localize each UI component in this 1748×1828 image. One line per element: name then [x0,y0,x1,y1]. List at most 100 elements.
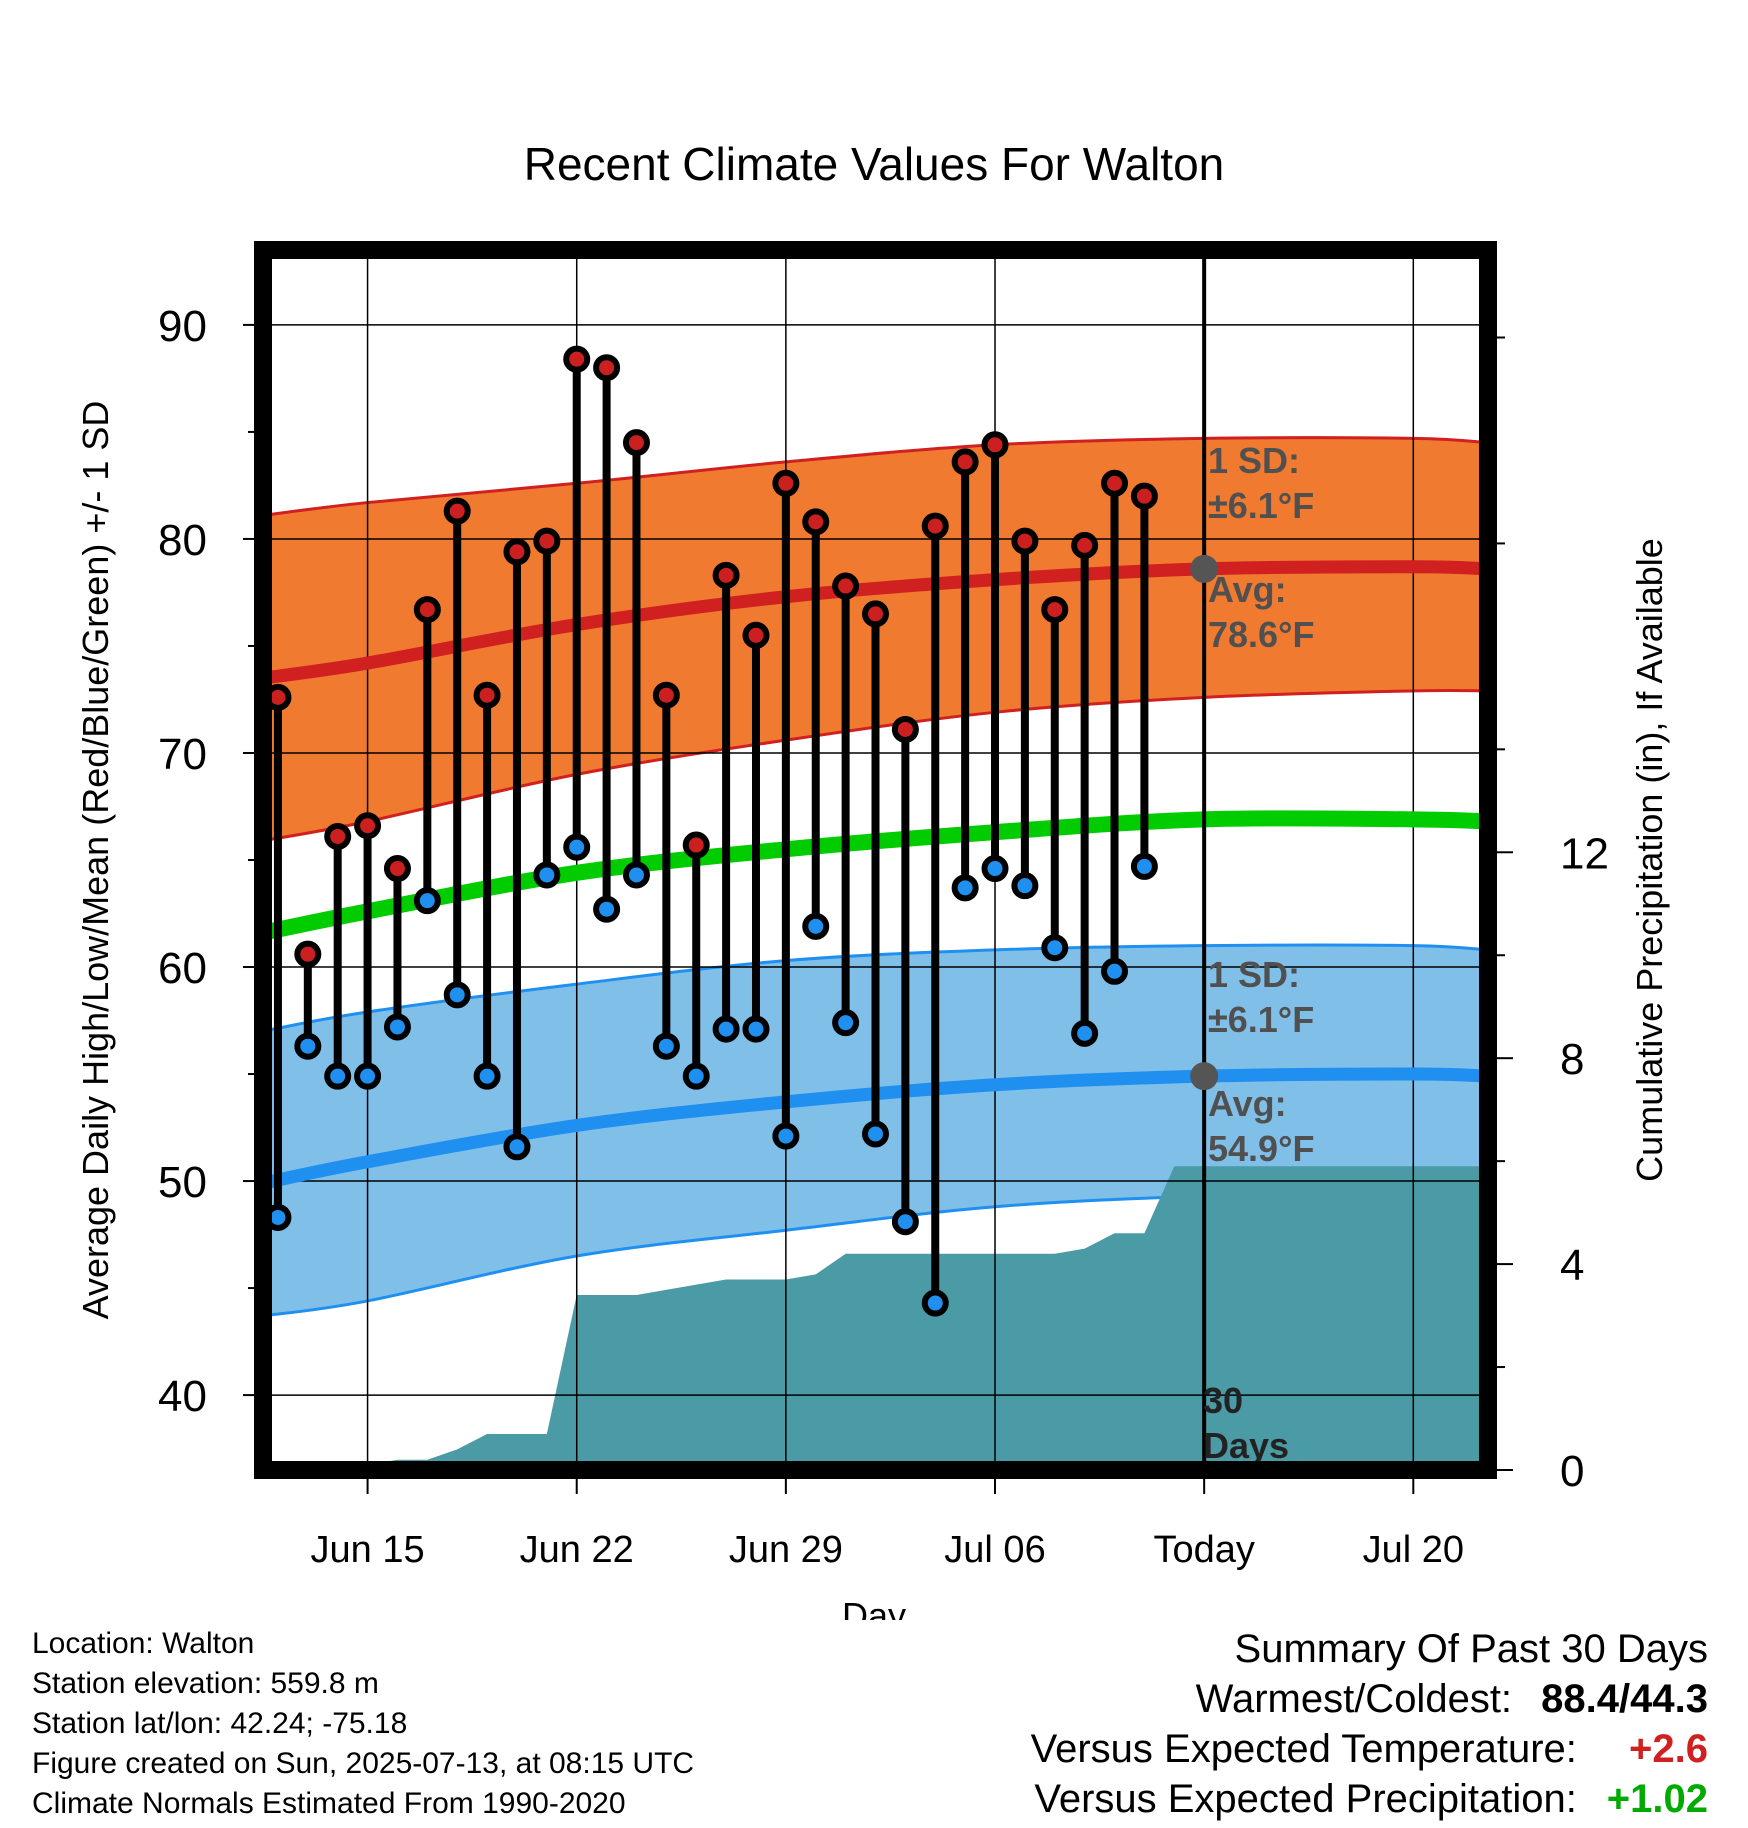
axes [254,241,1497,1479]
low-temp-point [1130,852,1158,880]
low-temp-point [1011,872,1039,900]
low-temp-point [622,861,650,889]
high-temp-point [742,621,770,649]
low-temp-point [951,874,979,902]
low-temp-point [802,912,830,940]
high-average-line [263,560,1488,685]
low-temp-point [1071,1019,1099,1047]
high-temp-point [294,940,322,968]
precip-label: Versus Expected Precipitation: [1034,1777,1577,1821]
x-tick-label: Jun 22 [520,1529,634,1571]
x-tick-label: Jul 20 [1363,1529,1464,1571]
y-tick-label: 80 [158,516,207,565]
summary-temp-row: Versus Expected Temperature: +2.6 [1031,1724,1708,1774]
y2-axis-label: Cumulative Precipitation (in), If Availa… [1629,538,1670,1182]
low-temp-point [712,1015,740,1043]
high-temp-point [652,681,680,709]
low-temp-point [593,895,621,923]
high-temp-point [622,429,650,457]
x-tick-label: Jun 15 [311,1529,425,1571]
low-temp-point [294,1032,322,1060]
x-axis-label: Day [842,1595,906,1620]
y2-tick-label: 12 [1560,829,1609,878]
high-temp-point [354,812,382,840]
summary-title: Summary Of Past 30 Days [1234,1627,1708,1671]
high-temp-point [324,822,352,850]
plot-frame [254,241,1497,1479]
high-temp-point [951,448,979,476]
precip-area [263,1166,1488,1470]
days-label: Days [1203,1425,1289,1466]
high-temp-point [682,831,710,859]
days-value: 30 [1203,1380,1243,1421]
warmest-value: 88.4/44.3 [1541,1677,1708,1721]
y-tick-label: 70 [158,730,207,779]
high-temp-point [802,508,830,536]
high-temp-point [473,681,501,709]
high-temp-point [413,596,441,624]
precip-value: +1.02 [1606,1777,1708,1821]
high-temp-point [503,538,531,566]
annotations: 1 SD: ±6.1°F Avg: 78.6°F 1 SD: ±6.1°F Av… [1203,440,1314,1466]
high-temp-point [443,497,471,525]
high-temp-point [383,855,411,883]
summary-warmest-row: Warmest/Coldest: 88.4/44.3 [1031,1674,1708,1724]
climate-chart: Recent Climate Values For Walton 1 SD: ±… [75,138,1670,1620]
high-temp-point [1101,469,1129,497]
summary-panel: Summary Of Past 30 Days Warmest/Coldest:… [1031,1624,1708,1824]
high-temp-point [772,469,800,497]
low-avg-label: Avg: [1208,1083,1287,1124]
warmest-label: Warmest/Coldest: [1195,1677,1513,1721]
normals-text: Climate Normals Estimated From 1990-2020 [32,1787,626,1820]
high-temp-point [593,354,621,382]
daily-points [264,345,1158,1317]
low-temp-point [354,1062,382,1090]
high-temp-point [921,512,949,540]
low-avg-value: 54.9°F [1208,1128,1314,1169]
low-sd-value: ±6.1°F [1208,999,1314,1040]
y2-tick-label: 4 [1560,1241,1584,1290]
low-temp-point [413,887,441,915]
elevation-text: Station elevation: 559.8 m [32,1667,379,1700]
low-temp-point [981,855,1009,883]
low-temp-point [1101,957,1129,985]
today-marker [1190,242,1219,1470]
latlon-text: Station lat/lon: 42.24; -75.18 [32,1707,408,1740]
y-tick-label: 50 [158,1158,207,1207]
summary-precip-row: Versus Expected Precipitation: +1.02 [1031,1774,1708,1824]
low-temp-point [324,1062,352,1090]
low-temp-point [891,1208,919,1236]
high-temp-point [563,345,591,373]
low-temp-point [1041,934,1069,962]
y-axis-label: Average Daily High/Low/Mean (Red/Blue/Gr… [75,401,116,1320]
x-tick-label: Today [1153,1529,1254,1571]
location-text: Location: Walton [32,1627,255,1660]
low-temp-point [563,833,591,861]
high-temp-point [862,600,889,628]
high-temp-point [533,527,561,555]
high-temp-point [981,431,1009,459]
chart-title: Recent Climate Values For Walton [524,138,1225,190]
high-sd-value: ±6.1°F [1208,485,1314,526]
high-temp-point [891,715,919,743]
low-temp-point [652,1032,680,1060]
today-high-average-dot [1190,554,1219,583]
low-temp-point [772,1122,800,1150]
low-temp-point [862,1120,889,1148]
high-sd-label: 1 SD: [1208,440,1300,481]
high-temp-point [1071,531,1099,559]
temp-value: +2.6 [1629,1727,1708,1771]
x-tick-label: Jul 06 [944,1529,1045,1571]
low-temp-point [533,861,561,889]
low-temp-point [503,1133,531,1161]
high-temp-point [832,572,860,600]
today-low-average-dot [1190,1062,1219,1091]
x-tick-label: Jun 29 [729,1529,843,1571]
low-temp-point [682,1062,710,1090]
high-sd-band-upper-edge [263,436,1488,517]
axis-ticks: 40 50 60 70 80 90 0 4 8 12 Jun 15 Jun 22 Jun 29 Jul 0… [158,302,1609,1571]
high-temp-point [1011,527,1039,555]
station-info: Location: Walton Station elevation: 559.… [32,1624,694,1824]
high-temp-point [1130,482,1158,510]
low-temp-point [921,1289,949,1317]
